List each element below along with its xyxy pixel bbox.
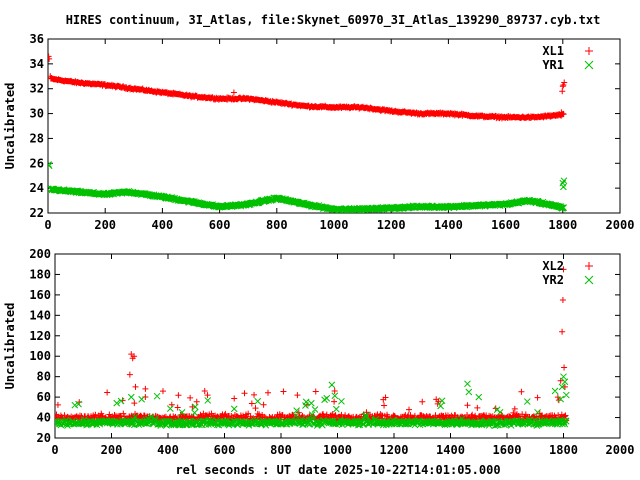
legend-marker-XL2 bbox=[585, 262, 593, 270]
series-YR1-points bbox=[48, 161, 568, 213]
y-tick-label: 36 bbox=[30, 32, 44, 46]
y-tick-label: 24 bbox=[30, 181, 44, 195]
y-tick-label: 80 bbox=[37, 370, 51, 384]
x-tick-label: 1800 bbox=[549, 443, 578, 457]
series-YR1 bbox=[48, 161, 568, 213]
y-tick-label: 26 bbox=[30, 156, 44, 170]
x-tick-label: 200 bbox=[94, 218, 116, 232]
x-tick-label: 0 bbox=[44, 218, 51, 232]
x-tick-label: 600 bbox=[209, 218, 231, 232]
y-tick-label: 60 bbox=[37, 390, 51, 404]
x-tick-label: 400 bbox=[152, 218, 174, 232]
x-axis-label: rel seconds : UT date 2025-10-22T14:01:0… bbox=[175, 463, 500, 477]
plot-frame bbox=[47, 38, 621, 214]
x-tick-label: 1400 bbox=[434, 218, 463, 232]
x-tick-label: 800 bbox=[270, 443, 292, 457]
y-tick-label: 140 bbox=[29, 308, 51, 322]
legend-label-XL1: XL1 bbox=[542, 44, 564, 58]
x-tick-label: 1400 bbox=[436, 443, 465, 457]
x-tick-label: 1200 bbox=[377, 218, 406, 232]
series-XL2 bbox=[55, 266, 570, 426]
x-tick-label: 2000 bbox=[606, 218, 635, 232]
series-YR2-points bbox=[55, 373, 570, 430]
y-tick-label: 200 bbox=[29, 247, 51, 261]
y-axis-label: Uncalibrated bbox=[3, 83, 17, 170]
y-tick-label: 180 bbox=[29, 267, 51, 281]
y-tick-label: 40 bbox=[37, 411, 51, 425]
bottom-panel: 0 200 400 600 800 1000 1200 1400 1600 1800 2000 20 4… bbox=[3, 247, 634, 457]
x-tick-label: 1600 bbox=[491, 218, 520, 232]
x-tick-label: 800 bbox=[266, 218, 288, 232]
legend-label-YR2: YR2 bbox=[542, 273, 564, 287]
series-YR2 bbox=[55, 373, 570, 430]
x-tick-label: 1800 bbox=[548, 218, 577, 232]
x-tick-label: 0 bbox=[51, 443, 58, 457]
top-panel: 0 200 400 600 800 1000 1200 1400 1600 1800 2000 22 2… bbox=[3, 32, 634, 232]
x-tick-label: 600 bbox=[214, 443, 236, 457]
legend-marker-XL1 bbox=[585, 47, 593, 55]
y-tick-label: 32 bbox=[30, 82, 44, 96]
x-tick-label: 200 bbox=[101, 443, 123, 457]
y-tick-label: 28 bbox=[30, 131, 44, 145]
y-tick-label: 30 bbox=[30, 107, 44, 121]
x-tick-label: 1600 bbox=[493, 443, 522, 457]
y-tick-label: 22 bbox=[30, 206, 44, 220]
y-tick-label: 34 bbox=[30, 57, 44, 71]
legend-marker-YR2 bbox=[584, 275, 594, 285]
chart-title: HIRES continuum, 3I_Atlas, file:Skynet_6… bbox=[66, 13, 601, 28]
legend-marker-YR1 bbox=[584, 60, 594, 70]
x-tick-label: 1000 bbox=[323, 443, 352, 457]
series-XL1 bbox=[48, 53, 568, 122]
y-tick-label: 160 bbox=[29, 288, 51, 302]
x-tick-label: 1000 bbox=[320, 218, 349, 232]
series-XL2-points bbox=[55, 266, 570, 426]
legend-label-XL2: XL2 bbox=[542, 259, 564, 273]
x-tick-label: 400 bbox=[157, 443, 179, 457]
y-axis-label: Uncalibrated bbox=[3, 303, 17, 390]
x-tick-label: 1200 bbox=[380, 443, 409, 457]
y-tick-label: 20 bbox=[37, 431, 51, 445]
x-tick-label: 2000 bbox=[606, 443, 635, 457]
y-tick-label: 100 bbox=[29, 349, 51, 363]
y-tick-label: 120 bbox=[29, 329, 51, 343]
series-XL1-points bbox=[48, 53, 568, 122]
legend-label-YR1: YR1 bbox=[542, 58, 564, 72]
